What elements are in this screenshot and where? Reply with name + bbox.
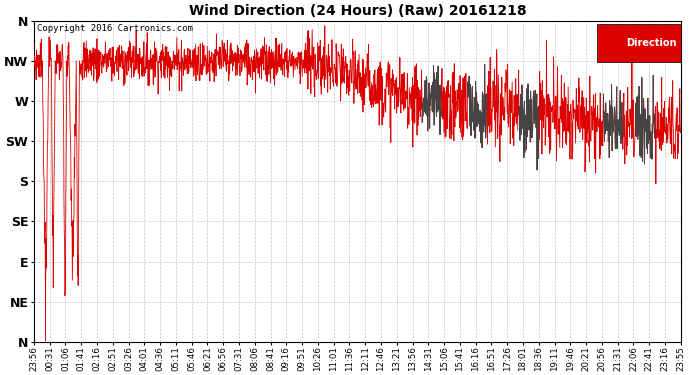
Title: Wind Direction (24 Hours) (Raw) 20161218: Wind Direction (24 Hours) (Raw) 20161218 [188, 4, 526, 18]
FancyBboxPatch shape [597, 24, 681, 63]
Text: Copyright 2016 Cartronics.com: Copyright 2016 Cartronics.com [37, 24, 193, 33]
Text: Direction: Direction [626, 38, 676, 48]
